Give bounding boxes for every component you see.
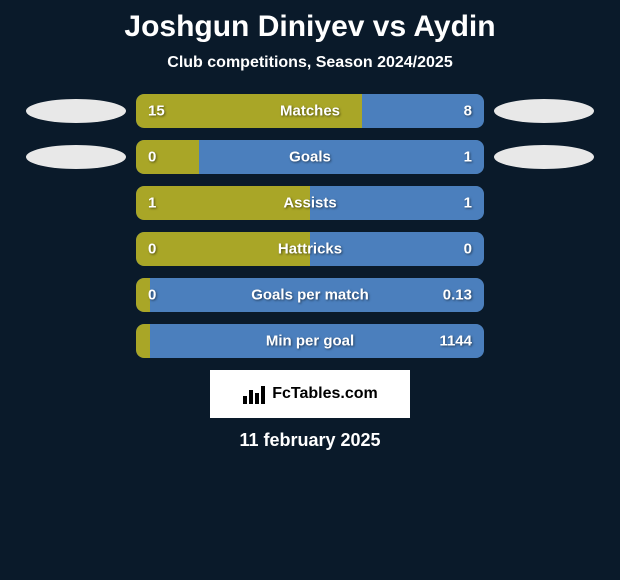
- stats-area: 15 Matches 8 0 Goals 1 1 Assists 1 0 Hattricks 0 0 Go…: [0, 94, 620, 358]
- stat-value-right: 1: [464, 149, 472, 166]
- stat-bar: 0 Hattricks 0: [136, 232, 484, 266]
- avatar-slot-left: [16, 99, 136, 123]
- stat-name: Min per goal: [266, 333, 354, 350]
- stat-row: 0 Goals 1: [0, 140, 620, 174]
- stat-value-left: 0: [148, 287, 156, 304]
- stat-row: 0 Hattricks 0: [0, 232, 620, 266]
- stat-bar: 1 Assists 1: [136, 186, 484, 220]
- stat-name: Matches: [280, 103, 340, 120]
- player-avatar-right: [494, 145, 594, 169]
- stat-value-left: 1: [148, 195, 156, 212]
- bar-fill-left: [136, 324, 150, 358]
- player-avatar-left: [26, 145, 126, 169]
- bar-fill-right: [199, 140, 484, 174]
- bar-fill-left: [136, 140, 199, 174]
- stat-value-left: 0: [148, 241, 156, 258]
- player-avatar-right: [494, 99, 594, 123]
- stat-row: 1 Assists 1: [0, 186, 620, 220]
- stat-value-left: 0: [148, 149, 156, 166]
- source-logo: FcTables.com: [210, 370, 410, 418]
- stat-row: 15 Matches 8: [0, 94, 620, 128]
- stat-value-right: 0: [464, 241, 472, 258]
- bar-chart-icon: [242, 384, 266, 404]
- stat-name: Assists: [283, 195, 336, 212]
- avatar-slot-right: [484, 99, 604, 123]
- stat-bar: 0 Goals 1: [136, 140, 484, 174]
- stat-bar: 15 Matches 8: [136, 94, 484, 128]
- logo-text: FcTables.com: [272, 385, 378, 403]
- stat-name: Goals per match: [251, 287, 369, 304]
- stat-value-right: 1144: [439, 333, 472, 350]
- stat-row: Min per goal 1144: [0, 324, 620, 358]
- page-title: Joshgun Diniyev vs Aydin: [0, 10, 620, 44]
- stat-value-left: 15: [148, 103, 165, 120]
- stat-name: Goals: [289, 149, 331, 166]
- stat-name: Hattricks: [278, 241, 342, 258]
- stat-bar: Min per goal 1144: [136, 324, 484, 358]
- avatar-slot-right: [484, 145, 604, 169]
- stat-value-right: 8: [464, 103, 472, 120]
- stat-value-right: 1: [464, 195, 472, 212]
- stats-comparison: Joshgun Diniyev vs Aydin Club competitio…: [0, 0, 620, 451]
- stat-row: 0 Goals per match 0.13: [0, 278, 620, 312]
- stat-bar: 0 Goals per match 0.13: [136, 278, 484, 312]
- player-avatar-left: [26, 99, 126, 123]
- date-label: 11 february 2025: [0, 430, 620, 451]
- subtitle: Club competitions, Season 2024/2025: [0, 54, 620, 72]
- stat-value-right: 0.13: [443, 287, 472, 304]
- avatar-slot-left: [16, 145, 136, 169]
